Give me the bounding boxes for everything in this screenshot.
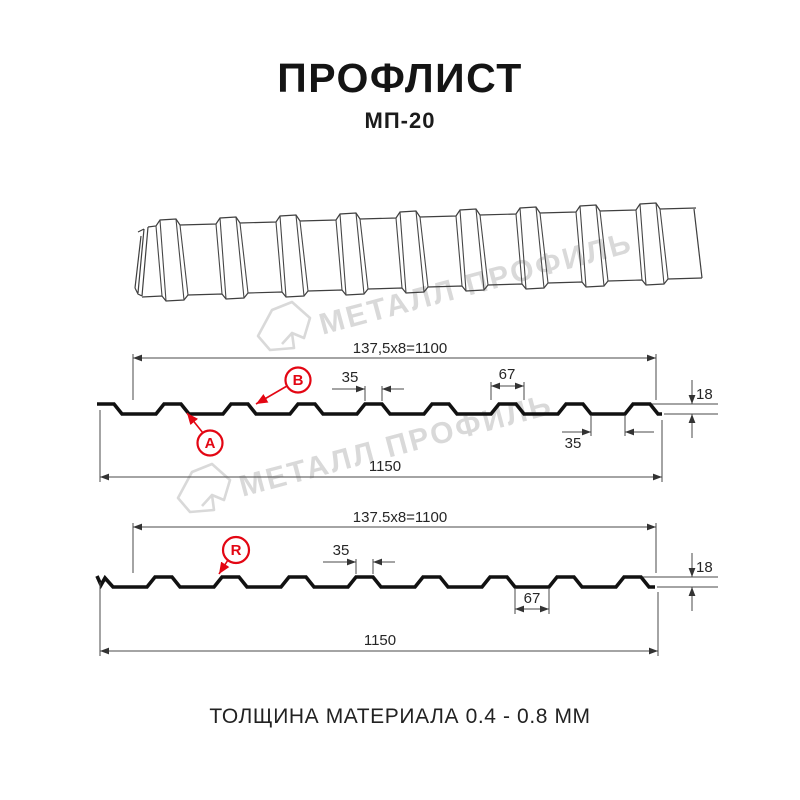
dim-valley xyxy=(562,416,654,436)
dim-pitch-total xyxy=(132,523,657,573)
dim-rib-base-label: 67 xyxy=(499,366,516,383)
page-title: ПРОФЛИСТ xyxy=(277,55,523,101)
dim-valley xyxy=(514,589,550,614)
dim-valley-label: 67 xyxy=(524,590,541,607)
dim-rib-top xyxy=(323,558,395,574)
dim-rib-base xyxy=(490,382,525,400)
dim-pitch-total xyxy=(132,354,657,400)
dim-rib-top-label: 35 xyxy=(342,369,359,386)
dim-overall-label: 1150 xyxy=(364,632,396,649)
dim-rib-top xyxy=(332,385,404,401)
dim-height-label: 18 xyxy=(696,386,713,403)
dim-height-label: 18 xyxy=(696,559,713,576)
sheet-3d-view xyxy=(134,202,703,302)
page-subtitle: МП-20 xyxy=(364,108,436,134)
cross-section-top: 137,5x8=1100 35 67 18 35 xyxy=(97,340,718,482)
profile-line xyxy=(97,402,662,416)
label-r-letter: R xyxy=(231,542,242,559)
dim-height xyxy=(652,380,718,438)
header: ПРОФЛИСТ МП-20 xyxy=(0,55,800,134)
dim-overall xyxy=(99,582,659,656)
label-b-letter: В xyxy=(293,372,304,389)
label-r: R xyxy=(218,535,251,575)
label-a-letter: А xyxy=(205,435,216,452)
material-thickness-note: ТОЛЩИНА МАТЕРИАЛА 0.4 - 0.8 ММ xyxy=(209,705,591,728)
profile-line xyxy=(95,574,655,589)
label-a: А xyxy=(186,412,224,457)
dim-pitch-total-label: 137,5x8=1100 xyxy=(353,340,447,357)
dim-valley-label: 35 xyxy=(565,435,582,452)
dim-overall-label: 1150 xyxy=(369,458,401,475)
dim-pitch-total-label: 137.5x8=1100 xyxy=(353,509,447,526)
dim-rib-top-label: 35 xyxy=(333,542,350,559)
cross-section-bottom: 137.5x8=1100 35 67 18 1150 xyxy=(95,509,718,656)
label-b: В xyxy=(255,366,312,405)
sheet-3d-outline xyxy=(134,202,703,302)
dim-height xyxy=(643,553,718,611)
